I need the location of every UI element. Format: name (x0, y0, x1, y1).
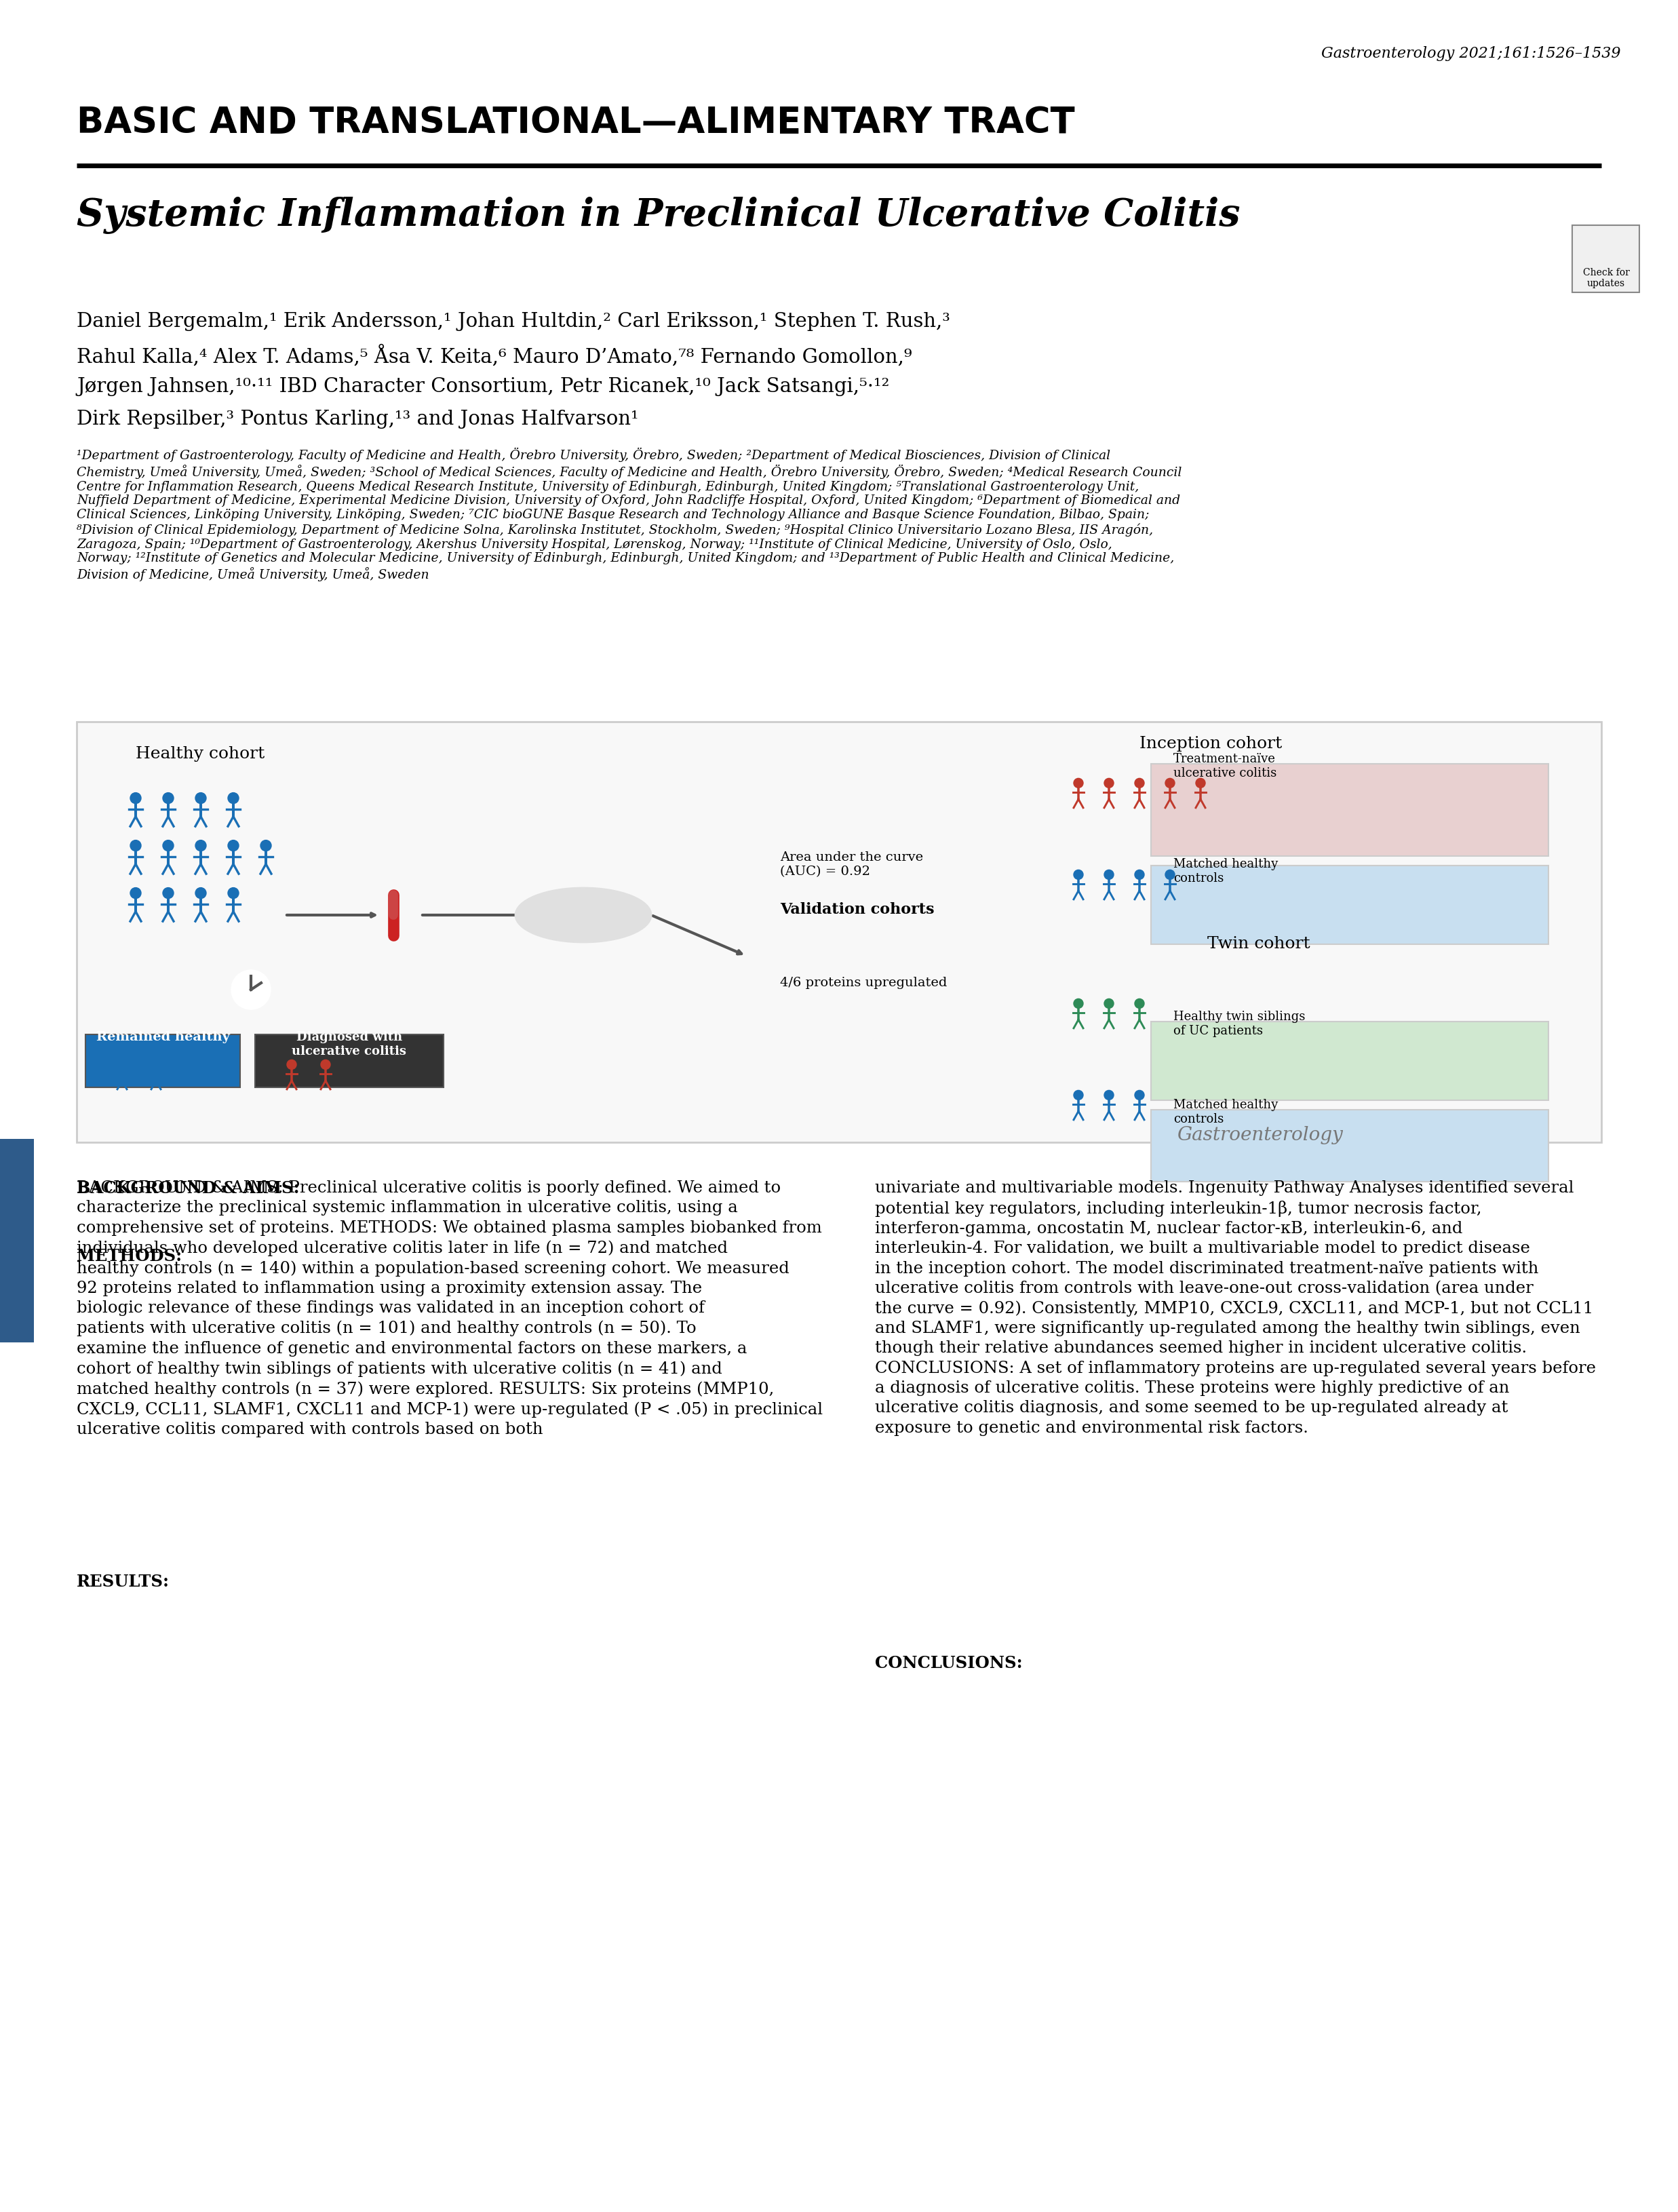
FancyBboxPatch shape (255, 1035, 443, 1088)
Ellipse shape (515, 889, 651, 942)
Text: BACKGROUND & AIMS:: BACKGROUND & AIMS: (77, 1179, 300, 1197)
Text: Systemic Inflammation in Preclinical Ulcerative Colitis: Systemic Inflammation in Preclinical Ulc… (77, 197, 1240, 234)
Text: BASIC AND
TRANSLATIONAL AT: BASIC AND TRANSLATIONAL AT (17, 1024, 35, 1117)
Text: Twin cohort: Twin cohort (1206, 936, 1311, 951)
Circle shape (260, 841, 272, 852)
Circle shape (228, 794, 238, 803)
Text: CONCLUSIONS:: CONCLUSIONS: (874, 1655, 1022, 1670)
Circle shape (163, 841, 173, 852)
Text: Jørgen Jahnsen,¹⁰·¹¹ IBD Character Consortium, Petr Ricanek,¹⁰ Jack Satsangi,⁵·¹: Jørgen Jahnsen,¹⁰·¹¹ IBD Character Conso… (77, 376, 889, 396)
FancyBboxPatch shape (1572, 226, 1639, 292)
FancyBboxPatch shape (0, 1139, 34, 1343)
FancyBboxPatch shape (1151, 865, 1549, 945)
Text: Matched healthy
controls: Matched healthy controls (1173, 1099, 1279, 1126)
Circle shape (1074, 869, 1084, 880)
FancyBboxPatch shape (1151, 1110, 1549, 1181)
Circle shape (131, 887, 141, 898)
Text: RESULTS:: RESULTS: (77, 1573, 169, 1590)
Text: Area under the curve
(AUC) = 0.92: Area under the curve (AUC) = 0.92 (780, 852, 923, 878)
Text: Treatment-naïve
ulcerative colitis: Treatment-naïve ulcerative colitis (1173, 752, 1277, 779)
Text: Matched healthy
controls: Matched healthy controls (1173, 858, 1279, 885)
Circle shape (320, 1060, 331, 1071)
Text: Inception cohort: Inception cohort (1139, 737, 1282, 752)
Circle shape (228, 887, 238, 898)
Circle shape (228, 841, 238, 852)
FancyBboxPatch shape (1151, 1022, 1549, 1102)
Circle shape (1074, 779, 1084, 787)
Text: BASIC AND TRANSLATIONAL—ALIMENTARY TRACT: BASIC AND TRANSLATIONAL—ALIMENTARY TRACT (77, 106, 1076, 139)
Circle shape (1104, 1000, 1114, 1009)
Text: Gastroenterology 2021;161:1526–1539: Gastroenterology 2021;161:1526–1539 (1322, 46, 1621, 62)
Circle shape (287, 1060, 297, 1071)
Text: BACKGROUND & AIMS: Preclinical ulcerative colitis is poorly defined. We aimed to: BACKGROUND & AIMS: Preclinical ulcerativ… (77, 1179, 822, 1438)
Circle shape (163, 887, 173, 898)
FancyBboxPatch shape (86, 1035, 240, 1088)
Circle shape (131, 841, 141, 852)
Text: ¹Department of Gastroenterology, Faculty of Medicine and Health, Örebro Universi: ¹Department of Gastroenterology, Faculty… (77, 447, 1181, 582)
Circle shape (1134, 1000, 1144, 1009)
Text: METHODS:: METHODS: (77, 1248, 181, 1263)
Circle shape (1104, 1091, 1114, 1099)
Text: Daniel Bergemalm,¹ Erik Andersson,¹ Johan Hultdin,² Carl Eriksson,¹ Stephen T. R: Daniel Bergemalm,¹ Erik Andersson,¹ Joha… (77, 312, 950, 332)
Circle shape (1134, 779, 1144, 787)
Text: Dirk Repsilber,³ Pontus Karling,¹³ and Jonas Halfvarson¹: Dirk Repsilber,³ Pontus Karling,¹³ and J… (77, 409, 639, 429)
Circle shape (1104, 869, 1114, 880)
FancyBboxPatch shape (77, 721, 1601, 1144)
Text: Healthy twin siblings
of UC patients: Healthy twin siblings of UC patients (1173, 1011, 1305, 1037)
Circle shape (1074, 1091, 1084, 1099)
Circle shape (151, 1060, 161, 1071)
Circle shape (232, 971, 270, 1009)
Text: Protein signature: Protein signature (525, 902, 643, 916)
Circle shape (195, 887, 206, 898)
Circle shape (117, 1060, 128, 1071)
Circle shape (195, 841, 206, 852)
Text: 4/6 proteins upregulated: 4/6 proteins upregulated (780, 975, 946, 989)
Text: Remained healthy: Remained healthy (96, 1031, 230, 1042)
Text: univariate and multivariable models. Ingenuity Pathway Analyses identified sever: univariate and multivariable models. Ing… (874, 1179, 1596, 1436)
Circle shape (1165, 869, 1175, 880)
Circle shape (1165, 779, 1175, 787)
Text: Gastroenterology: Gastroenterology (1176, 1126, 1342, 1144)
Text: Healthy cohort: Healthy cohort (136, 745, 265, 761)
Circle shape (131, 794, 141, 803)
Circle shape (163, 794, 173, 803)
Text: Rahul Kalla,⁴ Alex T. Adams,⁵ Åsa V. Keita,⁶ Mauro D’Amato,⁷⁸ Fernando Gomollon,: Rahul Kalla,⁴ Alex T. Adams,⁵ Åsa V. Kei… (77, 345, 913, 367)
FancyBboxPatch shape (1151, 763, 1549, 856)
Circle shape (1134, 1091, 1144, 1099)
Circle shape (1104, 779, 1114, 787)
Circle shape (1196, 779, 1205, 787)
Text: Check for
updates: Check for updates (1582, 268, 1629, 288)
Text: Validation cohorts: Validation cohorts (780, 902, 935, 916)
Circle shape (1134, 869, 1144, 880)
Circle shape (195, 794, 206, 803)
Circle shape (1074, 1000, 1084, 1009)
Text: Diagnosed with
ulcerative colitis: Diagnosed with ulcerative colitis (292, 1031, 406, 1057)
